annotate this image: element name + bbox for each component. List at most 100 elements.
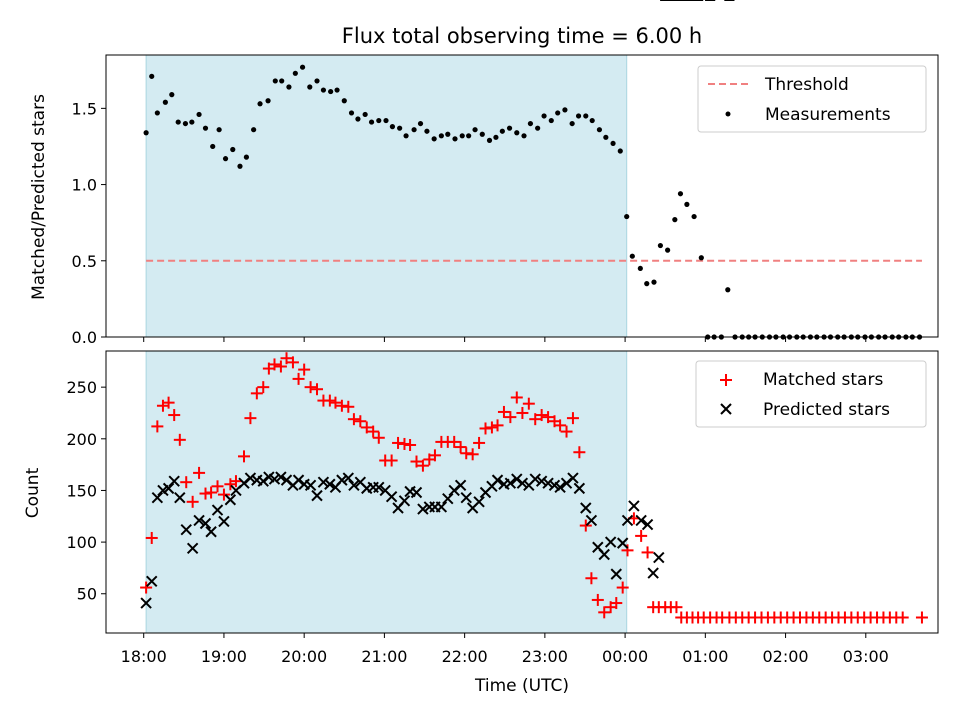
predicted-star-point <box>342 472 355 484</box>
measurement-point <box>541 113 547 119</box>
matched-star-point <box>186 495 199 508</box>
predicted-star-point <box>460 491 472 504</box>
bottom-y-tick-label: 150 <box>66 481 97 500</box>
matched-star-point <box>915 611 928 624</box>
bottom-y-tick-label: 250 <box>66 378 97 397</box>
predicted-star-point <box>275 471 287 483</box>
measurement-point <box>562 107 568 113</box>
measurement-point <box>445 131 451 137</box>
matched-star-point <box>329 396 342 409</box>
predicted-star-point <box>542 477 554 489</box>
measurement-point <box>149 73 155 79</box>
measurement-point <box>691 213 697 220</box>
predicted-star-point <box>348 479 360 491</box>
predicted-star-point <box>199 517 212 530</box>
predicted-star-point <box>385 490 398 503</box>
matched-star-point <box>621 544 634 557</box>
measurement-point <box>292 70 298 76</box>
measurement-point <box>629 253 635 259</box>
x-axis-label: Time (UTC) <box>474 676 569 696</box>
predicted-star-point <box>257 475 269 487</box>
matched-star-point <box>579 519 592 532</box>
measurement-point <box>651 279 657 285</box>
predicted-star-point <box>311 489 323 502</box>
predicted-star-point <box>292 474 305 486</box>
predicted-star-point <box>567 472 579 484</box>
predicted-star-point <box>336 474 348 486</box>
measurement-point <box>169 92 175 98</box>
measurement-point <box>493 134 499 140</box>
measurement-point <box>279 78 285 84</box>
measurement-point <box>362 111 368 118</box>
measurement-point <box>583 113 589 119</box>
matched-star-point <box>410 455 423 468</box>
predicted-star-point <box>454 479 467 491</box>
matched-star-point <box>205 486 218 499</box>
predicted-star-point <box>186 542 199 555</box>
bottom-legend: Matched stars Predicted stars <box>695 360 927 428</box>
predicted-star-point <box>211 504 224 516</box>
measurement-point <box>182 120 189 127</box>
top-shaded-interval <box>146 55 627 337</box>
matched-star-point <box>268 358 281 371</box>
legend-predicted-label: Predicted stars <box>763 400 890 420</box>
predicted-star-point <box>628 500 640 512</box>
matched-star-point <box>367 425 380 438</box>
measurement-point <box>589 117 595 124</box>
measurement-point <box>665 247 671 253</box>
measurement-point <box>698 255 704 261</box>
predicted-star-point <box>529 473 541 485</box>
legend-matched-swatch <box>720 374 732 386</box>
matched-star-point <box>670 601 683 614</box>
measurement-point <box>196 111 202 118</box>
measurement-point <box>725 287 731 293</box>
predicted-star-point <box>410 486 423 499</box>
measurement-point <box>403 133 409 139</box>
predicted-star-point <box>193 514 205 527</box>
predicted-star-point <box>647 567 659 579</box>
predicted-star-point <box>268 473 281 485</box>
bottom-y-axis-label: Count <box>23 467 43 518</box>
predicted-star-point <box>653 551 665 564</box>
matched-star-point <box>610 597 623 610</box>
measurement-point <box>555 110 561 116</box>
top-y-tick-label: 1.5 <box>72 99 97 118</box>
matched-star-point <box>323 394 336 407</box>
matched-star-point <box>398 437 411 450</box>
measurement-point <box>257 101 263 107</box>
top-y-tick-label: 0.5 <box>72 252 97 271</box>
predicted-star-point <box>635 514 647 527</box>
x-tick-label: 22:00 <box>442 647 488 666</box>
predicted-star-point <box>180 523 192 536</box>
top-y-tick-label: 0.0 <box>72 328 97 347</box>
measurement-point <box>272 78 278 84</box>
measurement-point <box>286 84 292 90</box>
matched-star-point <box>298 363 311 376</box>
legend-measurements-swatch <box>725 111 731 117</box>
measurement-point <box>243 154 250 160</box>
matched-star-point <box>554 419 567 432</box>
predicted-star-point <box>162 482 175 495</box>
measurement-point <box>535 125 541 131</box>
predicted-star-point <box>516 477 529 489</box>
matched-star-point <box>173 433 186 446</box>
top-panel-ratio: 0.0 0.5 1.0 1.5 <box>72 54 939 347</box>
measurement-point <box>251 127 257 133</box>
matched-star-point <box>416 459 429 472</box>
predicted-star-point <box>598 548 610 561</box>
matched-star-point <box>560 425 573 438</box>
measurement-point <box>672 217 678 223</box>
measurement-point <box>154 110 160 116</box>
legend-predicted-swatch <box>720 403 732 415</box>
predicted-star-point <box>616 537 629 549</box>
measurement-point <box>527 120 534 127</box>
matched-star-point <box>199 487 212 500</box>
measurement-point <box>348 110 355 116</box>
measurement-point <box>216 127 222 133</box>
matched-star-point <box>641 546 654 559</box>
matched-star-point <box>896 611 909 624</box>
matched-star-point <box>466 448 479 461</box>
measurement-point <box>320 87 327 93</box>
matched-star-point <box>168 409 181 422</box>
